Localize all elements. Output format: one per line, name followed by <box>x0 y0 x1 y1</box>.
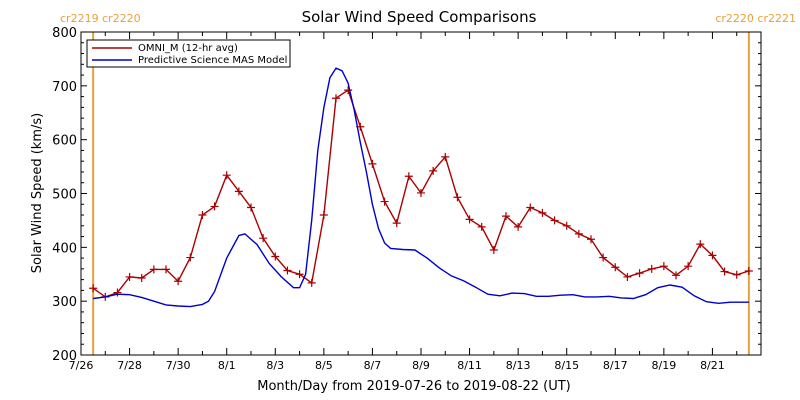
data-point-omni <box>198 211 207 220</box>
data-point-omni <box>295 270 304 279</box>
data-point-omni <box>489 246 498 255</box>
data-point-omni <box>599 253 608 262</box>
data-point-omni <box>744 267 753 276</box>
chart-title: Solar Wind Speed Comparisons <box>302 8 537 26</box>
data-point-omni <box>392 219 401 228</box>
x-tick-label: 8/11 <box>457 359 482 372</box>
y-tick-label: 600 <box>52 134 77 149</box>
data-point-omni <box>562 221 571 230</box>
data-point-omni <box>550 216 559 225</box>
legend-label-mas: Predictive Science MAS Model <box>138 55 287 66</box>
series-line-mas <box>93 67 749 308</box>
y-tick-label: 700 <box>52 80 77 95</box>
data-point-omni <box>271 252 280 261</box>
data-point-omni <box>174 277 183 286</box>
data-point-omni <box>477 222 486 231</box>
data-point-omni <box>696 240 705 249</box>
data-point-omni <box>708 251 717 260</box>
data-point-omni <box>344 86 353 95</box>
legend-box <box>86 39 291 68</box>
plot-area: 200 300 400 500 600 700 800 7/26 7/28 7/30 8/1 8/3 8… <box>52 26 762 372</box>
x-tick-label: 8/7 <box>364 359 382 372</box>
data-point-omni <box>635 269 644 278</box>
cr-label-right: cr2220 cr2221 <box>715 12 796 25</box>
data-point-omni <box>113 288 122 297</box>
data-point-omni <box>332 94 340 103</box>
x-tick-label: 8/3 <box>266 359 284 372</box>
y-tick-label: 400 <box>52 241 77 256</box>
data-point-omni <box>672 271 680 280</box>
data-point-omni <box>611 263 620 272</box>
x-tick-label: 8/13 <box>506 359 531 372</box>
y-tick-label: 500 <box>52 188 77 203</box>
data-point-omni <box>89 284 98 293</box>
y-tick-label: 200 <box>52 349 77 364</box>
x-tick-label: 8/19 <box>652 359 677 372</box>
y-axis-label: Solar Wind Speed (km/s) <box>30 113 45 273</box>
data-point-omni <box>125 272 134 281</box>
data-point-omni <box>732 270 741 279</box>
legend-label-omni: OMNI_M (12-hr avg) <box>138 43 238 54</box>
data-point-omni <box>210 202 219 211</box>
data-point-omni <box>319 211 328 220</box>
data-point-omni <box>502 212 510 221</box>
x-tick-label: 7/30 <box>166 359 191 372</box>
plot-frame <box>80 31 762 356</box>
data-point-omni <box>659 262 668 271</box>
data-point-omni <box>259 234 268 243</box>
data-point-omni <box>283 266 292 275</box>
data-point-omni <box>684 262 693 271</box>
x-tick-label: 7/28 <box>117 359 142 372</box>
x-axis-label: Month/Day from 2019-07-26 to 2019-08-22 … <box>257 379 570 394</box>
x-tick-label: 8/1 <box>218 359 236 372</box>
data-point-omni <box>368 159 377 168</box>
data-point-omni <box>137 274 146 283</box>
data-point-omni <box>465 215 474 224</box>
data-point-omni <box>222 171 231 180</box>
data-point-omni <box>574 229 583 238</box>
cr-label-left: cr2219 cr2220 <box>60 12 141 25</box>
x-tick-label: 8/5 <box>315 359 333 372</box>
data-point-omni <box>149 265 158 274</box>
data-point-omni <box>162 265 170 274</box>
x-tick-label: 8/21 <box>700 359 725 372</box>
y-tick-label: 800 <box>52 26 77 41</box>
legend: OMNI_M (12-hr avg) Predictive Science MA… <box>86 39 291 68</box>
data-point-omni <box>380 197 389 206</box>
data-point-omni <box>623 272 632 281</box>
data-point-omni <box>307 278 316 287</box>
data-point-omni <box>247 203 255 212</box>
y-tick-label: 300 <box>52 295 77 310</box>
data-point-omni <box>720 267 729 276</box>
data-point-omni <box>429 166 438 175</box>
data-point-omni <box>587 235 595 244</box>
data-point-omni <box>647 264 656 273</box>
data-point-omni <box>186 253 195 262</box>
data-point-omni <box>538 208 547 217</box>
data-point-omni <box>417 188 425 197</box>
data-point-omni <box>441 152 450 161</box>
data-point-omni <box>234 187 243 196</box>
data-point-omni <box>514 222 523 231</box>
data-point-omni <box>453 193 462 202</box>
data-point-omni <box>404 172 413 181</box>
x-tick-label: 8/17 <box>603 359 628 372</box>
x-tick-label: 8/9 <box>412 359 430 372</box>
data-point-omni <box>526 203 535 212</box>
x-tick-label: 8/15 <box>554 359 579 372</box>
x-tick-label: 7/26 <box>69 359 94 372</box>
